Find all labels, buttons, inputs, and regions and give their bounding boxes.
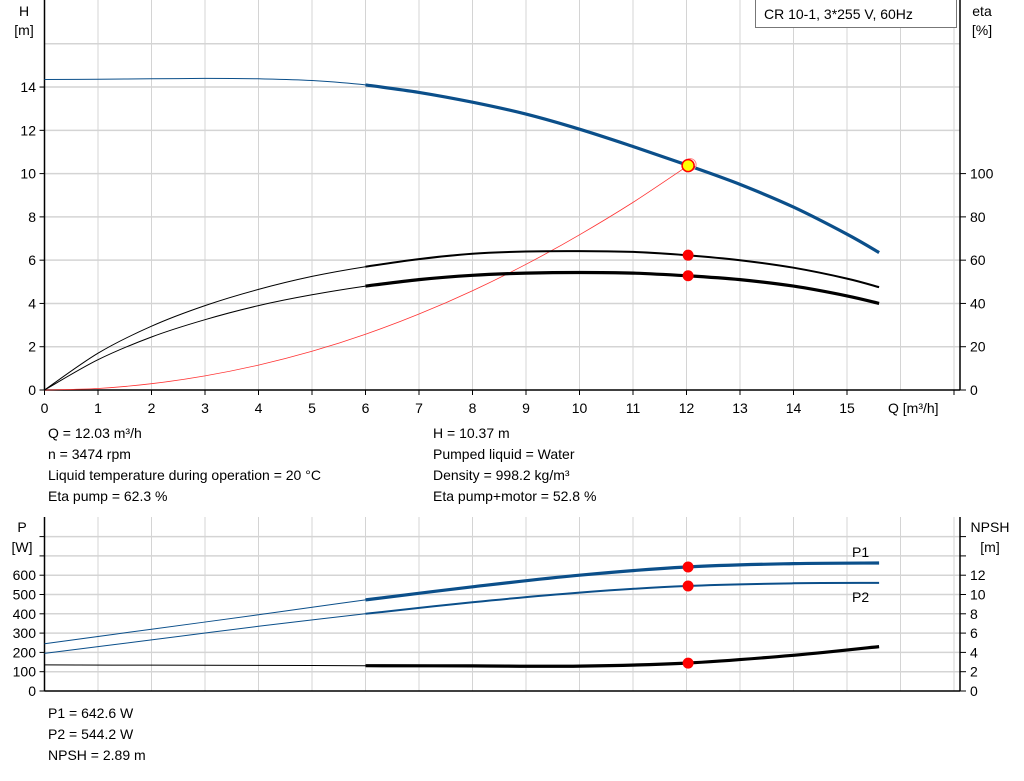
- y2-tick-label: 40: [970, 295, 986, 311]
- x-tick-label: 11: [626, 400, 641, 416]
- p1-series-label: P1: [852, 544, 869, 560]
- npsh-tick-label: 4: [970, 644, 978, 660]
- head-value: H = 10.37 m: [433, 425, 510, 441]
- npsh-tick-label: 10: [970, 587, 986, 603]
- x-axis-label: Q [m³/h]: [888, 400, 939, 416]
- p-tick-label: 300: [13, 625, 37, 641]
- p2-series-label: P2: [852, 589, 869, 605]
- duty-point-head: [681, 158, 695, 173]
- temperature-value: Liquid temperature during operation = 20…: [48, 467, 321, 483]
- x-tick-label: 9: [522, 400, 530, 416]
- x-tick-label: 14: [786, 400, 802, 416]
- y2-tick-label: 100: [970, 166, 994, 182]
- x-tick-label: 8: [469, 400, 477, 416]
- pump-model-label: CR 10-1, 3*255 V, 60Hz: [764, 6, 913, 22]
- p2-curve: [365, 581, 880, 615]
- y-tick-label: 2: [28, 339, 36, 355]
- npsh-value: NPSH = 2.89 m: [48, 747, 146, 763]
- npsh-tick-label: 8: [970, 606, 978, 622]
- x-tick-label: 13: [732, 400, 748, 416]
- eta-pump-curve: [365, 250, 880, 289]
- head-curve-thin: [44, 77, 366, 86]
- eta-pump-value: Eta pump = 62.3 %: [48, 488, 168, 504]
- p-tick-label: 100: [13, 664, 37, 680]
- y-tick-label: 8: [28, 209, 36, 225]
- y2-tick-label: 20: [970, 339, 986, 355]
- eta-pump-motor-curve-thin: [44, 285, 366, 391]
- x-tick-label: 7: [415, 400, 423, 416]
- eta-pump-curve-thin: [44, 266, 366, 391]
- x-tick-label: 6: [362, 400, 370, 416]
- p-axis-unit: [W]: [12, 539, 33, 555]
- y-axis-unit: [m]: [14, 22, 33, 38]
- y2-axis-unit: [%]: [972, 22, 992, 38]
- x-tick-label: 2: [148, 400, 156, 416]
- npsh-axis-unit: [m]: [980, 539, 999, 555]
- y2-axis-label: eta: [972, 3, 992, 19]
- x-tick-label: 12: [679, 400, 695, 416]
- y-tick-label: 14: [20, 79, 36, 95]
- duty-point-p2: [682, 580, 694, 592]
- p-tick-label: 0: [28, 683, 36, 699]
- x-tick-label: 10: [572, 400, 588, 416]
- p-tick-label: 200: [13, 644, 37, 660]
- y-axis-label: H: [19, 3, 29, 19]
- power-info: P1 = 642.6 W P2 = 544.2 W NPSH = 2.89 m: [48, 703, 146, 766]
- eta-pump-motor-curve: [365, 270, 880, 305]
- npsh-curve-thin: [44, 664, 366, 667]
- p1-curve-thin: [44, 599, 366, 645]
- npsh-tick-label: 2: [970, 664, 978, 680]
- duty-point-eta-pump: [682, 249, 694, 261]
- npsh-axis-label: NPSH: [971, 519, 1010, 535]
- duty-info-right: H = 10.37 m Pumped liquid = Water Densit…: [433, 423, 596, 507]
- y2-tick-label: 60: [970, 252, 986, 268]
- y2-tick-label: 80: [970, 209, 986, 225]
- duty-info-left: Q = 12.03 m³/h n = 3474 rpm Liquid tempe…: [48, 423, 321, 507]
- duty-point-eta-pump-motor: [682, 270, 694, 282]
- eta-total-value: Eta pump+motor = 52.8 %: [433, 488, 597, 504]
- p-tick-label: 500: [13, 587, 37, 603]
- y-tick-label: 12: [20, 122, 36, 138]
- y-tick-label: 0: [28, 382, 36, 398]
- head-curve: [365, 83, 880, 254]
- x-tick-label: 15: [839, 400, 855, 416]
- npsh-tick-label: 6: [970, 625, 978, 641]
- p-axis-label: P: [17, 519, 26, 535]
- duty-point-npsh: [682, 657, 694, 669]
- npsh-curve: [365, 645, 880, 668]
- p2-value: P2 = 544.2 W: [48, 726, 134, 742]
- chart-legend-box: CR 10-1, 3*255 V, 60Hz: [755, 0, 957, 28]
- x-tick-label: 1: [94, 400, 102, 416]
- x-tick-label: 4: [255, 400, 263, 416]
- liquid-value: Pumped liquid = Water: [433, 446, 575, 462]
- x-tick-label: 0: [41, 400, 49, 416]
- p-tick-label: 600: [13, 567, 37, 583]
- density-value: Density = 998.2 kg/m³: [433, 467, 570, 483]
- y-tick-label: 10: [20, 166, 36, 182]
- flow-value: Q = 12.03 m³/h: [48, 425, 142, 441]
- p1-value: P1 = 642.6 W: [48, 705, 134, 721]
- x-tick-label: 3: [201, 400, 209, 416]
- x-tick-label: 5: [308, 400, 316, 416]
- p-tick-label: 400: [13, 606, 37, 622]
- system-curve: [44, 163, 692, 391]
- y2-tick-label: 0: [970, 382, 978, 398]
- duty-point-p1: [682, 561, 694, 573]
- y-tick-label: 6: [28, 252, 36, 268]
- p2-curve-thin: [44, 613, 366, 654]
- y-tick-label: 4: [28, 295, 36, 311]
- speed-value: n = 3474 rpm: [48, 446, 131, 462]
- npsh-tick-label: 0: [970, 683, 978, 699]
- p1-curve: [365, 561, 880, 602]
- npsh-tick-label: 12: [970, 567, 986, 583]
